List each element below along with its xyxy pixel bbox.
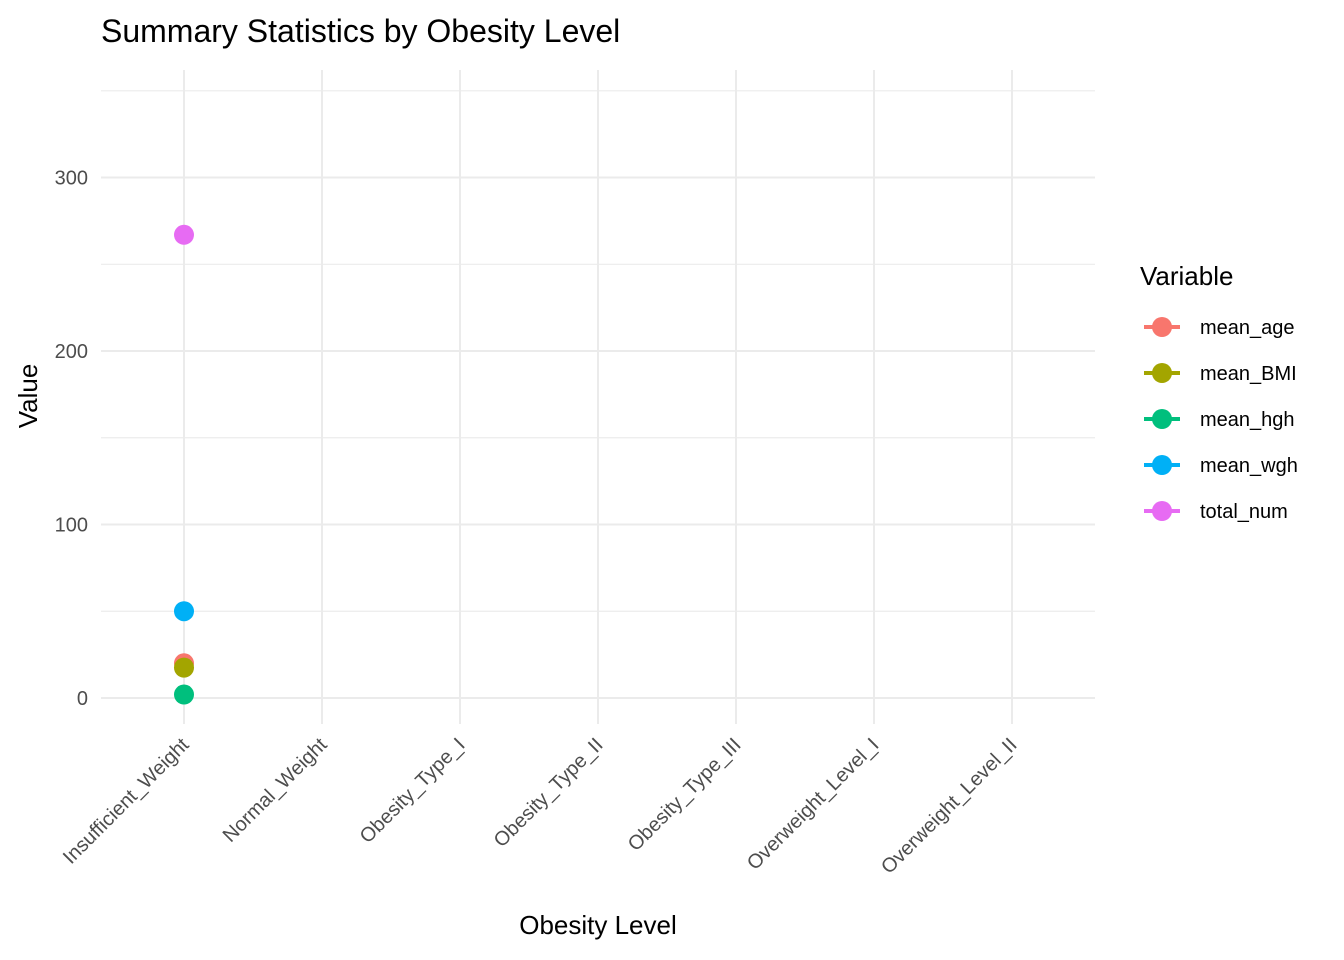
legend-label: mean_hgh xyxy=(1200,409,1295,431)
y-tick-label: 100 xyxy=(55,515,88,537)
grid-lines xyxy=(101,70,1095,724)
legend-key-point xyxy=(1152,501,1172,521)
point-mean_BMI xyxy=(174,657,194,678)
x-axis-tick-labels: Insufficient_Weight Normal_Weight Obesity_… xyxy=(59,734,1022,879)
legend-key-point xyxy=(1152,455,1172,475)
legend-key-point xyxy=(1152,409,1172,429)
point-mean_hgh xyxy=(174,684,194,705)
x-tick-label: Obesity_Type_III xyxy=(624,734,746,856)
x-tick-label: Normal_Weight xyxy=(219,734,332,847)
legend-item-mean_wgh: mean_wgh xyxy=(1144,455,1298,477)
chart-title: Summary Statistics by Obesity Level xyxy=(101,13,620,49)
legend-label: mean_wgh xyxy=(1200,455,1298,477)
x-axis-title: Obesity Level xyxy=(519,910,677,940)
x-tick-label: Overweight_Level_I xyxy=(743,734,884,875)
point-total_num xyxy=(174,224,194,245)
y-tick-label: 200 xyxy=(55,341,88,363)
y-tick-label: 300 xyxy=(55,168,88,190)
legend-item-mean_hgh: mean_hgh xyxy=(1144,409,1295,431)
legend-item-mean_BMI: mean_BMI xyxy=(1144,363,1297,385)
legend-key-point xyxy=(1152,317,1172,337)
legend-label: mean_age xyxy=(1200,317,1295,339)
legend-item-mean_age: mean_age xyxy=(1144,317,1295,339)
data-points xyxy=(174,224,194,705)
y-axis-tick-labels: 0 100 200 300 xyxy=(55,168,88,710)
y-axis-title: Value xyxy=(13,364,43,429)
legend-key-point xyxy=(1152,363,1172,383)
legend-label: total_num xyxy=(1200,501,1288,523)
legend: Variable mean_age mean_BMI mean_hgh mean_wg… xyxy=(1140,261,1298,523)
y-tick-label: 0 xyxy=(77,688,88,710)
x-tick-label: Overweight_Level_II xyxy=(877,734,1021,878)
legend-title: Variable xyxy=(1140,261,1233,291)
x-tick-label: Insufficient_Weight xyxy=(59,734,194,869)
legend-item-total_num: total_num xyxy=(1144,501,1288,523)
x-tick-label: Obesity_Type_I xyxy=(356,734,470,848)
point-mean_wgh xyxy=(174,601,194,622)
legend-label: mean_BMI xyxy=(1200,363,1297,385)
x-tick-label: Obesity_Type_II xyxy=(490,734,608,852)
